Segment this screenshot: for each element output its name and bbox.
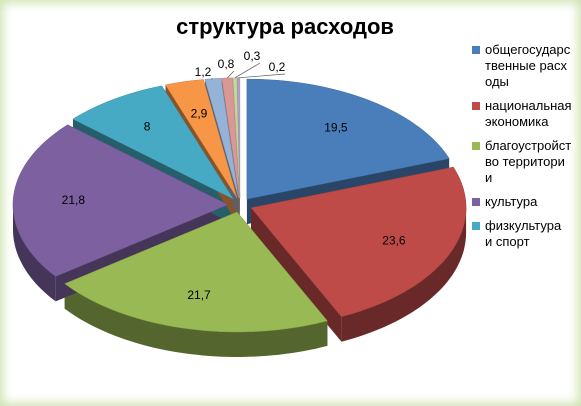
data-label: 1,2 [195, 65, 212, 79]
slice [12, 124, 229, 277]
data-label: 0,3 [244, 49, 261, 63]
leader-line [238, 73, 286, 79]
leader-line [226, 70, 235, 79]
leader-line [234, 62, 261, 79]
data-label: 19,5 [324, 121, 348, 135]
slice-side [64, 283, 328, 357]
legend-swatch [472, 46, 480, 54]
legend-item: благоустройство территории [472, 138, 572, 186]
data-label: 2,9 [191, 106, 208, 120]
legend-label: благоустройство территории [485, 138, 572, 185]
legend-swatch [472, 142, 480, 150]
slice-side [251, 207, 342, 342]
slice-side [341, 207, 467, 342]
legend-label: национальная экономика [485, 98, 572, 129]
slice [72, 85, 235, 200]
data-label: 8 [144, 119, 151, 133]
legend-swatch [472, 222, 480, 230]
data-label: 23,6 [382, 233, 406, 247]
legend-item: физкультура и спорт [472, 218, 572, 250]
slice [250, 166, 467, 317]
slice [165, 79, 238, 199]
data-label: 21,7 [187, 288, 211, 302]
legend-label: общегосударственные расходы [485, 42, 571, 89]
legend-item: культура [472, 194, 572, 210]
legend-label: физкультура и спорт [485, 218, 562, 249]
legend-item: общегосударственные расходы [472, 42, 572, 90]
data-label: 0,2 [269, 60, 286, 74]
slice [64, 211, 328, 333]
data-label: 21,8 [62, 193, 86, 207]
slice-side [13, 204, 56, 302]
legend-swatch [472, 198, 480, 206]
data-label: 0,8 [218, 57, 235, 71]
slice [246, 78, 450, 200]
legend: общегосударственные расходы национальная … [472, 42, 572, 258]
legend-label: культура [485, 194, 538, 209]
legend-swatch [472, 102, 480, 110]
chart-title: структура расходов [176, 14, 394, 39]
legend-item: национальная экономика [472, 98, 572, 130]
